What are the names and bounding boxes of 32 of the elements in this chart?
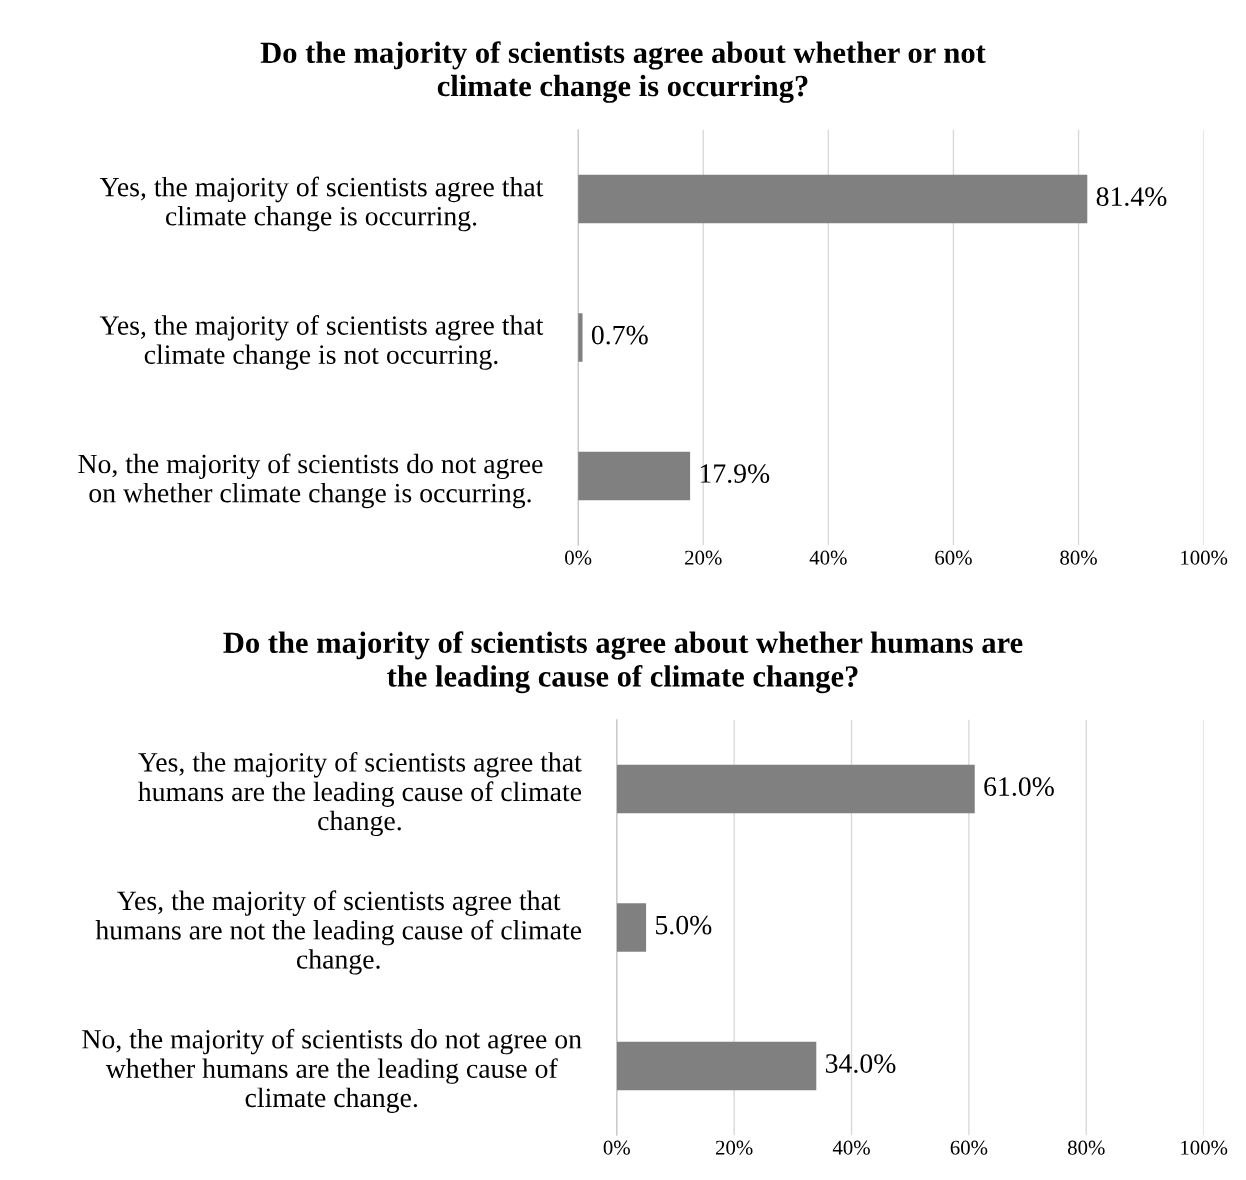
x-tick-label: 40% bbox=[832, 1140, 870, 1155]
y-tick-label: Yes, the majority of scientists agree that climate change is occurring. bbox=[99, 176, 544, 232]
x-tick-label: 0% bbox=[565, 550, 592, 565]
bar bbox=[616, 903, 647, 952]
bar bbox=[578, 313, 583, 362]
y-tick-label: No, the majority of scientists do not agree on whether humans are the leading cause of climate change. bbox=[82, 1028, 582, 1113]
x-tick-label: 20% bbox=[715, 1140, 753, 1155]
data-label: 17.9% bbox=[700, 464, 770, 484]
y-tick-label: Yes, the majority of scientists agree that humans are the leading cause of climate change. bbox=[138, 751, 582, 837]
x-tick-label: 100% bbox=[1181, 1140, 1228, 1155]
data-label: 81.4% bbox=[1096, 187, 1167, 207]
x-tick-label: 20% bbox=[685, 550, 722, 565]
data-label: 5.0% bbox=[656, 915, 712, 935]
x-tick-label: 0% bbox=[603, 1140, 630, 1155]
bar bbox=[578, 451, 691, 501]
y-tick-label: No, the majority of scientists do not agree on whether climate change is occurring. bbox=[78, 453, 543, 509]
x-tick-label: 40% bbox=[809, 550, 847, 565]
bar bbox=[616, 764, 975, 814]
x-tick-label: 80% bbox=[1060, 550, 1097, 565]
data-label: 0.7% bbox=[591, 325, 648, 345]
x-tick-label: 100% bbox=[1181, 550, 1228, 565]
chart-title: Do the majority of scientists agree about whether humans are the leading cause of climate change? bbox=[223, 631, 1023, 694]
data-label: 61.0% bbox=[984, 777, 1054, 797]
bar bbox=[616, 1041, 817, 1091]
x-tick-label: 60% bbox=[950, 1140, 988, 1155]
bar bbox=[578, 174, 1088, 224]
data-label: 34.0% bbox=[825, 1054, 896, 1074]
x-tick-label: 60% bbox=[935, 550, 972, 565]
y-tick-label: Yes, the majority of scientists agree that climate change is not occurring. bbox=[99, 315, 544, 370]
y-tick-label: Yes, the majority of scientists agree that humans are not the leading cause of climate change. bbox=[95, 890, 582, 975]
x-tick-label: 80% bbox=[1067, 1140, 1105, 1155]
chart-title: Do the majority of scientists agree about whether or not climate change is occurring? bbox=[260, 41, 986, 103]
